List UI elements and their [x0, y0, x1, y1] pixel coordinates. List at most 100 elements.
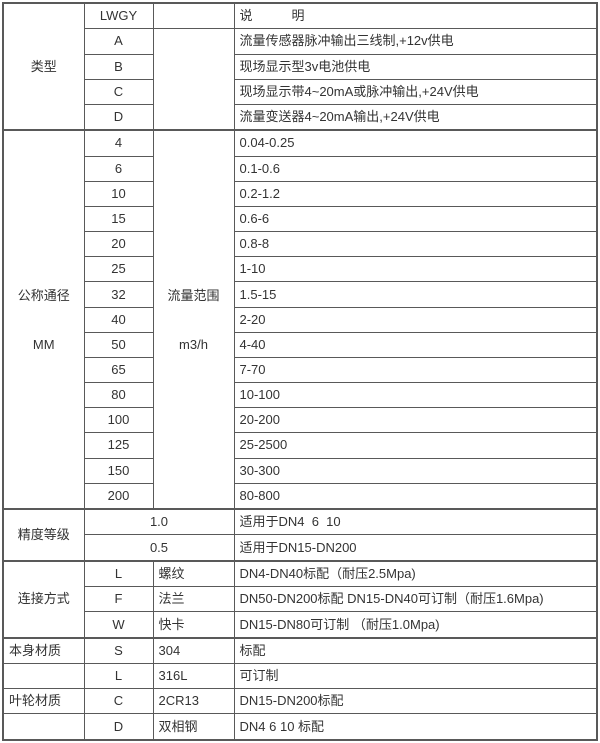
table-row: 32 1.5-15: [3, 281, 598, 308]
table-row: 连接方式 L 螺纹 DN4-DN40标配（耐压2.5Mpa): [2, 559, 598, 639]
table-row: C 现场显示带4~20mA或脉冲输出,+24V供电: [3, 78, 598, 105]
connection-name-cell: 法兰: [152, 586, 235, 613]
table-row: 125 25-2500: [3, 432, 598, 459]
flow-range-cell: 20-200: [233, 407, 598, 434]
table-row: 65 7-70: [3, 356, 598, 384]
type-code-cell: A: [83, 28, 154, 55]
accuracy-section-label: 精度等级: [2, 508, 85, 562]
type-code-cell: C: [83, 78, 154, 105]
material-code-cell: L: [83, 663, 154, 690]
table-row: 公称通径 MM 4 流量范围 m3/h 0.04-0.25: [2, 129, 598, 510]
material-code-cell: D: [83, 713, 154, 741]
dn-value-cell: 25: [83, 256, 154, 283]
type-desc-cell: 流量传感器脉冲输出三线制,+12v供电: [233, 28, 598, 55]
connection-name-cell: 螺纹: [152, 559, 235, 588]
material-name-cell: 316L: [152, 663, 235, 690]
flow-range-cell: 25-2500: [233, 432, 598, 459]
table-row: L 316L 可订制: [2, 663, 598, 690]
connection-desc-cell: DN4-DN40标配（耐压2.5Mpa): [233, 559, 598, 588]
table-row: D 双相钢 DN4 6 10 标配: [2, 713, 598, 741]
connection-code-cell: F: [83, 586, 154, 613]
flow-range-cell: 0.1-0.6: [233, 155, 598, 182]
table-row: F 法兰 DN50-DN200标配 DN15-DN40可订制（耐压1.6Mpa): [3, 586, 598, 613]
dn-value-cell: 6: [83, 155, 154, 182]
connection-section-label: 连接方式: [2, 559, 85, 639]
flow-range-cell: 4-40: [233, 331, 598, 358]
table-row: A 流量传感器脉冲输出三线制,+12v供电: [3, 28, 598, 131]
flow-range-cell: 2-20: [233, 306, 598, 333]
dn-value-cell: 4: [83, 129, 154, 157]
dn-value-cell: 32: [83, 281, 154, 308]
dn-value-cell: 15: [83, 205, 154, 233]
empty-spacer-cell: [152, 28, 235, 131]
flow-range-cell: 1.5-15: [233, 281, 598, 308]
flow-range-label-line2: m3/h: [179, 336, 208, 352]
table-row: 25 1-10: [3, 256, 598, 283]
accuracy-desc-cell: 适用于DN4 6 10: [233, 508, 598, 536]
table-row: 本身材质 S 304 标配: [2, 636, 598, 665]
connection-name-cell: 快卡: [152, 611, 235, 639]
type-section-label: 类型: [2, 1, 85, 131]
empty-header-cell: [152, 2, 235, 30]
description-header-cell: 说 明: [233, 2, 598, 30]
dn-value-cell: 50: [83, 331, 154, 358]
flow-range-cell: 1-10: [233, 256, 598, 283]
table-row: 精度等级 1.0 适用于DN4 6 10: [2, 508, 598, 562]
dn-value-cell: 80: [83, 382, 154, 409]
material-desc-cell: DN4 6 10 标配: [233, 713, 598, 741]
dn-value-cell: 125: [83, 432, 154, 459]
table-row: 类型 LWGY 说 明: [2, 1, 598, 131]
accuracy-value-cell: 0.5: [83, 534, 235, 562]
material-label-empty: [2, 663, 85, 690]
dn-value-cell: 10: [83, 180, 154, 207]
flow-range-cell: 0.6-6: [233, 205, 598, 233]
material-desc-cell: DN15-DN200标配: [233, 688, 598, 715]
diameter-label-line2: MM: [32, 336, 55, 352]
dn-value-cell: 20: [83, 231, 154, 258]
type-desc-cell: 现场显示型3v电池供电: [233, 53, 598, 80]
dn-value-cell: 40: [83, 306, 154, 333]
flow-range-cell: 7-70: [233, 356, 598, 384]
table-row: W 快卡 DN15-DN80可订制 （耐压1.0Mpa): [3, 611, 598, 639]
table-row: 15 0.6-6: [3, 205, 598, 233]
table-row: 100 20-200: [3, 407, 598, 434]
model-header-cell: LWGY: [83, 2, 154, 30]
material-name-cell: 双相钢: [152, 713, 235, 741]
material-label-empty: [2, 713, 85, 741]
type-desc-cell: 流量变送器4~20mA输出,+24V供电: [233, 103, 598, 131]
flow-range-cell: 80-800: [233, 482, 598, 510]
type-code-cell: D: [83, 103, 154, 131]
table-row: 10 0.2-1.2: [3, 180, 598, 207]
table-row: 40 2-20: [3, 306, 598, 333]
flow-range-cell: 0.04-0.25: [233, 129, 598, 157]
body-material-label: 本身材质: [2, 636, 85, 665]
accuracy-value-cell: 1.0: [83, 508, 235, 536]
table-row: 80 10-100: [3, 382, 598, 409]
flow-range-cell: 0.8-8: [233, 231, 598, 258]
diameter-section-label: 公称通径 MM: [2, 129, 85, 510]
table-row: 200 80-800: [3, 482, 598, 510]
diameter-label-line1: 公称通径: [17, 287, 70, 303]
connection-desc-cell: DN50-DN200标配 DN15-DN40可订制（耐压1.6Mpa): [233, 586, 598, 613]
dn-value-cell: 150: [83, 457, 154, 484]
type-code-cell: B: [83, 53, 154, 80]
material-name-cell: 304: [152, 636, 235, 665]
material-desc-cell: 可订制: [233, 663, 598, 690]
flow-range-label-line1: 流量范围: [167, 287, 220, 303]
flow-range-cell: 30-300: [233, 457, 598, 484]
type-desc-cell: 现场显示带4~20mA或脉冲输出,+24V供电: [233, 78, 598, 105]
table-row: 叶轮材质 C 2CR13 DN15-DN200标配: [2, 688, 598, 715]
table-row: 0.5 适用于DN15-DN200: [3, 534, 598, 562]
table-row: 50 4-40: [3, 331, 598, 358]
table-row: 20 0.8-8: [3, 231, 598, 258]
connection-desc-cell: DN15-DN80可订制 （耐压1.0Mpa): [233, 611, 598, 639]
flow-range-cell: 10-100: [233, 382, 598, 409]
material-name-cell: 2CR13: [152, 688, 235, 715]
dn-value-cell: 200: [83, 482, 154, 510]
dn-value-cell: 100: [83, 407, 154, 434]
material-code-cell: C: [83, 688, 154, 715]
material-code-cell: S: [83, 636, 154, 665]
table-row: 6 0.1-0.6: [3, 155, 598, 182]
table-row: D 流量变送器4~20mA输出,+24V供电: [3, 103, 598, 131]
